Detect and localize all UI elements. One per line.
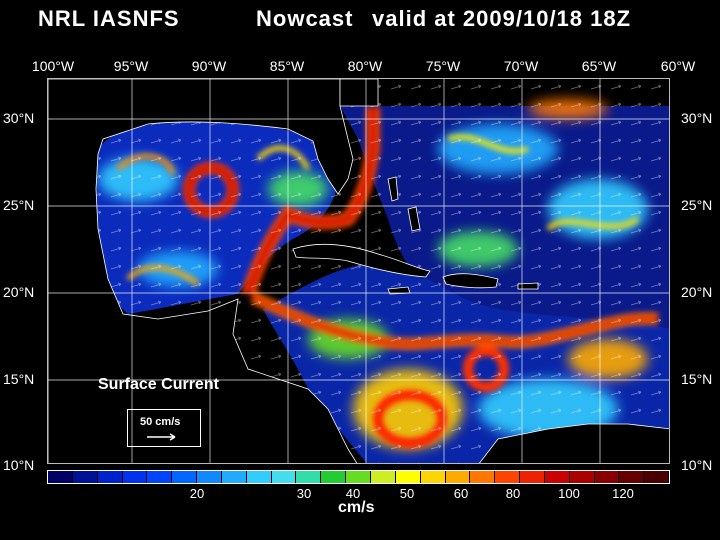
colorbar-swatch xyxy=(97,471,123,483)
legend-title: Surface Current xyxy=(98,376,219,393)
lon-label: 100°W xyxy=(31,58,75,74)
colorbar-swatch xyxy=(594,471,620,483)
colorbar-tick: 80 xyxy=(505,486,521,501)
colorbar-tick: 50 xyxy=(399,486,415,501)
colorbar-swatch xyxy=(122,471,148,483)
lat-label-right: 30°N xyxy=(681,110,713,126)
lon-label: 80°W xyxy=(347,58,383,74)
land-puerto-rico xyxy=(517,282,539,290)
lon-label: 70°W xyxy=(503,58,539,74)
title-valid-time: valid at 2009/10/18 18Z xyxy=(372,6,632,31)
title-source: NRL IASNFS xyxy=(38,6,180,31)
land-north-america xyxy=(48,79,358,463)
colorbar-tick: 20 xyxy=(189,486,205,501)
reference-vector-label: 50 cm/s xyxy=(140,416,181,428)
reference-arrow-icon xyxy=(147,433,176,441)
colorbar-swatch xyxy=(470,471,496,483)
colorbar-tick: 100 xyxy=(558,486,580,501)
title-product: Nowcast xyxy=(256,6,354,31)
lon-label: 60°W xyxy=(660,58,696,74)
graticule xyxy=(48,79,669,463)
colorbar-tick: 120 xyxy=(612,486,634,501)
colorbar-tick: 30 xyxy=(296,486,312,501)
colorbar-swatch xyxy=(420,471,446,483)
colorbar-swatch xyxy=(619,471,645,483)
colorbar-swatch xyxy=(445,471,471,483)
colorbar-units: cm/s xyxy=(338,499,375,516)
current-field-svg xyxy=(48,79,669,463)
lon-label: 65°W xyxy=(581,58,617,74)
lon-label: 75°W xyxy=(425,58,461,74)
land-florida xyxy=(339,79,379,107)
colorbar-swatch xyxy=(644,471,670,483)
lon-label: 95°W xyxy=(113,58,149,74)
lat-label-right: 10°N xyxy=(681,457,713,473)
land-cuba xyxy=(292,244,431,278)
colorbar-swatch xyxy=(395,471,421,483)
coastlines xyxy=(48,79,669,463)
lat-label-left: 25°N xyxy=(3,197,35,213)
colorbar-tick: 40 xyxy=(345,486,361,501)
colorbar-swatch xyxy=(544,471,570,483)
colorbar-swatch xyxy=(197,471,222,483)
lat-label-left: 20°N xyxy=(3,284,35,300)
colorbar-swatch xyxy=(370,471,396,483)
reference-vector-box: 50 cm/s xyxy=(127,409,201,447)
colorbar-swatch xyxy=(172,471,198,483)
colorbar xyxy=(47,470,670,484)
lat-label-right: 15°N xyxy=(681,371,713,387)
lat-label-right: 25°N xyxy=(681,197,713,213)
lon-label: 85°W xyxy=(269,58,305,74)
current-map xyxy=(47,78,670,464)
colorbar-swatch xyxy=(147,471,173,483)
colorbar-swatch xyxy=(246,471,272,483)
colorbar-swatch xyxy=(271,471,297,483)
colorbar-swatch xyxy=(520,471,545,483)
land-bahamas xyxy=(387,176,421,232)
colorbar-swatch xyxy=(346,471,371,483)
colorbar-swatch xyxy=(72,471,98,483)
colorbar-swatch xyxy=(221,471,247,483)
lat-label-right: 20°N xyxy=(681,284,713,300)
map-title: NRL IASNFS Nowcast valid at 2009/10/18 1… xyxy=(0,6,720,40)
lat-label-left: 30°N xyxy=(3,110,35,126)
colorbar-swatch xyxy=(495,471,521,483)
lat-label-left: 10°N xyxy=(3,457,35,473)
land-hispaniola xyxy=(442,273,499,289)
colorbar-swatch xyxy=(48,471,73,483)
colorbar-tick: 60 xyxy=(453,486,469,501)
land-south-america xyxy=(479,423,669,463)
colorbar-swatch xyxy=(569,471,595,483)
lat-label-left: 15°N xyxy=(3,371,35,387)
lon-label: 90°W xyxy=(191,58,227,74)
colorbar-swatch xyxy=(296,471,322,483)
colorbar-swatch xyxy=(321,471,347,483)
